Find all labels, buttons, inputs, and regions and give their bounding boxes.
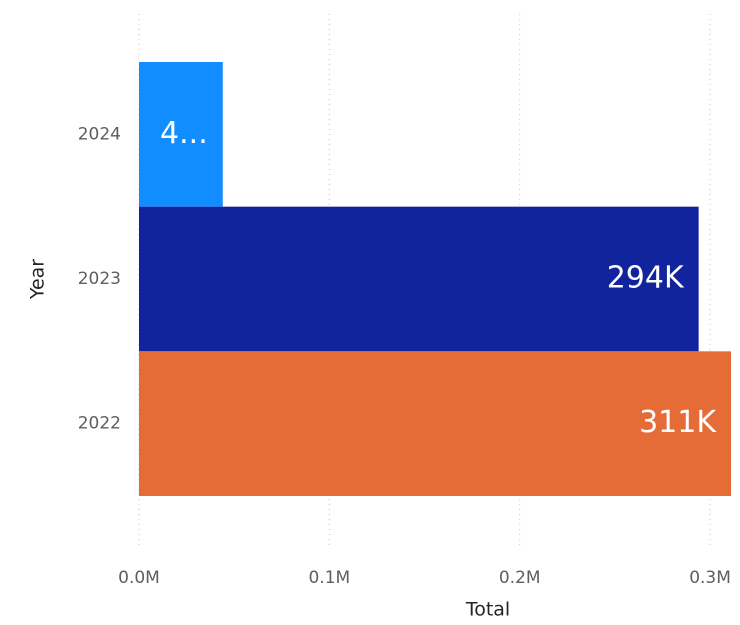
y-tick-label: 2024 [78, 124, 121, 144]
value-label: 311K [639, 405, 717, 440]
y-axis-title: Year [27, 259, 49, 300]
y-tick-label: 2022 [78, 414, 121, 434]
value-label: 4... [160, 116, 208, 151]
x-tick-label: 0.1M [309, 568, 351, 588]
bar [139, 62, 223, 207]
x-tick-label: 0.3M [689, 568, 731, 588]
x-tick-label: 0.0M [118, 568, 160, 588]
bar [139, 351, 731, 496]
y-tick-label: 2023 [78, 269, 121, 289]
bar [139, 206, 699, 352]
x-axis-title: Total [465, 599, 510, 621]
x-tick-label: 0.2M [499, 568, 541, 588]
value-label: 294K [607, 261, 685, 296]
